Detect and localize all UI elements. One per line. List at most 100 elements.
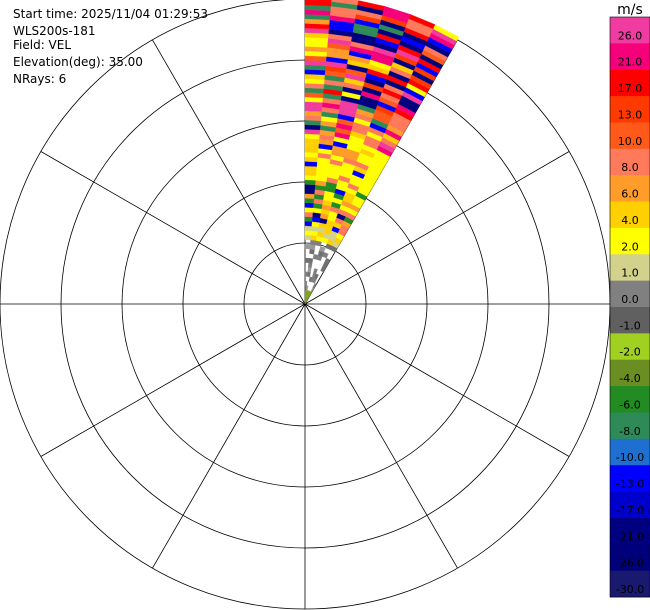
velocity-gate: [306, 285, 309, 291]
colorbar-segment: [610, 517, 650, 545]
velocity-gate: [304, 0, 332, 2]
velocity-gate: [304, 147, 319, 153]
velocity-gate: [304, 216, 313, 222]
velocity-gate: [313, 268, 318, 274]
colorbar-segment: [610, 570, 650, 598]
colorbar-tick-label: -2.0: [619, 346, 640, 359]
velocity-gate: [309, 244, 316, 250]
velocity-gate: [304, 124, 321, 131]
velocity-gate: [304, 257, 310, 263]
colorbar-tick-label: -17.0: [616, 504, 644, 517]
velocity-gate: [433, 24, 460, 42]
colorbar-tick-label: 1.0: [621, 267, 639, 280]
velocity-gate: [304, 207, 314, 213]
colorbar-tick-label: 8.0: [621, 161, 639, 174]
colorbar-tick-label: 4.0: [621, 214, 639, 227]
velocity-gate: [304, 106, 323, 112]
velocity-gate: [309, 248, 315, 255]
colorbar-segment: [610, 386, 650, 413]
colorbar-segment: [610, 254, 650, 282]
velocity-gate: [304, 244, 311, 250]
colorbar-segment: [610, 491, 650, 519]
colorbar-tick-label: 17.0: [618, 82, 643, 95]
colorbar: 26.0 21.0 17.0 13.0 10.0 8.0 6.0 4.0 2.0 1.0 0.0 -1…: [609, 2, 650, 598]
colorbar-segment: [610, 544, 650, 572]
colorbar-segment: [610, 69, 650, 97]
colorbar-segment: [610, 43, 650, 71]
velocity-gate: [304, 211, 314, 218]
colorbar-tick-label: -30.0: [616, 583, 644, 596]
elevation-label: Elevation(deg): 35.00: [13, 55, 143, 69]
azimuth-spoke: [152, 39, 306, 305]
colorbar-tick-label: 0.0: [621, 293, 639, 306]
colorbar-tick-label: -6.0: [619, 399, 640, 412]
velocity-gate: [304, 230, 312, 236]
colorbar-segment: [610, 201, 650, 229]
colorbar-tick-label: -1.0: [619, 319, 640, 332]
colorbar-unit-label: m/s: [617, 2, 643, 18]
velocity-gate: [304, 179, 316, 186]
colorbar-tick-label: 10.0: [618, 135, 643, 148]
velocity-gate: [307, 271, 311, 277]
azimuth-spoke: [152, 303, 306, 569]
velocity-gate: [304, 225, 312, 231]
colorbar-segment: [610, 175, 650, 202]
colorbar-frame: [609, 16, 650, 598]
colorbar-tick-label: 21.0: [618, 56, 643, 69]
colorbar-tick-label: -10.0: [616, 451, 644, 464]
azimuth-spoke: [304, 151, 570, 305]
velocity-gate: [304, 198, 315, 204]
velocity-gates: [304, 0, 460, 305]
start-time-label: Start time: 2025/11/04 01:29:53: [13, 7, 208, 21]
azimuth-spoke: [40, 151, 306, 305]
colorbar-tick-label: -13.0: [616, 478, 644, 491]
velocity-gate: [304, 221, 313, 227]
velocity-gate: [308, 262, 313, 268]
colorbar-tick-label: -21.0: [616, 530, 644, 543]
colorbar-tick-label: -26.0: [616, 557, 644, 570]
velocity-gate: [304, 193, 315, 199]
azimuth-spoke: [40, 303, 306, 457]
velocity-gate: [304, 161, 318, 167]
velocity-gate: [304, 152, 319, 158]
velocity-gate: [304, 188, 316, 195]
colorbar-segment: [610, 280, 650, 308]
colorbar-segment: [610, 465, 650, 492]
velocity-gate: [304, 138, 320, 144]
colorbar-segment: [610, 122, 650, 150]
colorbar-segment: [610, 17, 650, 44]
field-label: Field: VEL: [13, 38, 72, 52]
velocity-gate: [308, 258, 314, 264]
colorbar-segment: [610, 359, 650, 387]
azimuth-spoke: [304, 303, 570, 457]
colorbar-segment: [610, 307, 650, 334]
colorbar-segment: [610, 96, 650, 123]
velocity-gate: [324, 257, 331, 265]
colorbar-segment: [610, 438, 650, 466]
velocity-gate: [304, 129, 321, 135]
velocity-gate: [304, 165, 318, 172]
azimuth-spoke: [304, 303, 458, 569]
azimuth-spokes: [0, 0, 610, 609]
velocity-gate: [304, 234, 312, 241]
velocity-gate: [304, 202, 314, 208]
velocity-gate: [304, 110, 323, 117]
velocity-gate: [314, 273, 319, 280]
velocity-gate: [304, 175, 317, 181]
colorbar-segment: [610, 333, 650, 361]
velocity-gate: [304, 115, 322, 121]
colorbar-tick-label: -4.0: [619, 372, 640, 385]
velocity-gate: [304, 184, 316, 190]
colorbar-segment: [610, 227, 650, 255]
velocity-gate: [304, 142, 320, 149]
velocity-gate: [304, 133, 320, 140]
colorbar-tick-label: 13.0: [618, 109, 643, 122]
colorbar-tick-label: 2.0: [621, 240, 639, 253]
velocity-gate: [304, 119, 322, 126]
colorbar-tick-label: 6.0: [621, 188, 639, 201]
nrays-label: NRays: 6: [13, 72, 67, 86]
velocity-gate: [307, 267, 312, 273]
colorbar-segment: [610, 148, 650, 176]
velocity-gate: [304, 156, 318, 163]
